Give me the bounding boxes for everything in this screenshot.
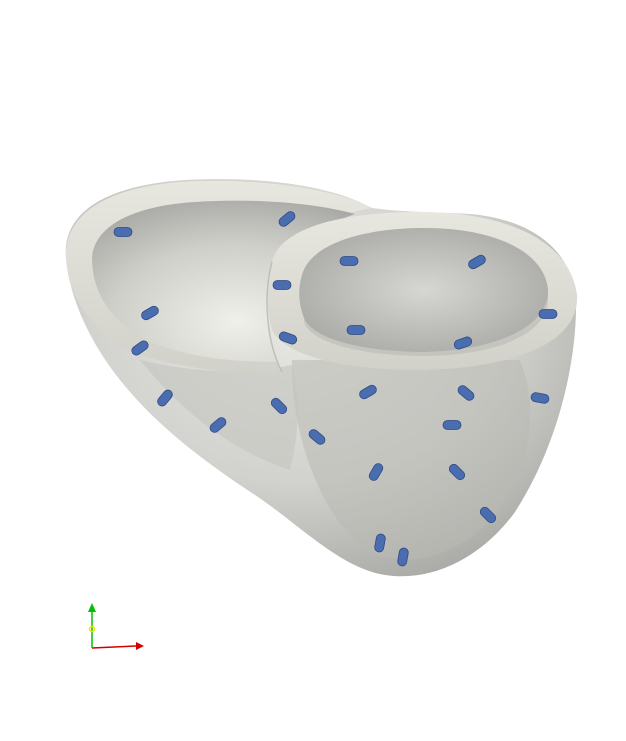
electrode-marker <box>209 417 227 433</box>
electrode-marker <box>448 463 466 481</box>
electrode-marker <box>530 392 550 404</box>
electrode-marker <box>442 420 462 430</box>
electrode-marker <box>359 384 377 400</box>
electrode-marker <box>141 305 159 321</box>
electrode-marker <box>278 211 296 227</box>
electrode-marker <box>157 389 173 407</box>
electrode-markers <box>113 211 558 567</box>
electrode-marker <box>113 227 133 237</box>
right-cavity-interior <box>299 228 549 352</box>
electrode-marker <box>453 336 473 350</box>
electrode-marker <box>479 506 497 524</box>
electrode-marker <box>368 463 384 481</box>
septum-shadow <box>140 360 298 470</box>
septum-edge <box>266 261 283 373</box>
electrode-marker <box>339 256 359 266</box>
electrode-marker <box>131 340 149 356</box>
inner-wall-shadow <box>291 360 531 560</box>
electrode-marker <box>468 254 486 270</box>
electrode-marker <box>346 325 366 335</box>
electrode-marker <box>538 309 558 319</box>
electrode-marker <box>270 397 288 415</box>
electrode-marker <box>397 547 409 567</box>
electrode-marker <box>374 533 386 553</box>
electrode-marker <box>308 429 326 445</box>
axes-triad-icon <box>88 603 144 650</box>
electrode-marker <box>457 385 475 401</box>
electrode-marker <box>278 331 298 345</box>
electrode-marker <box>272 280 292 290</box>
